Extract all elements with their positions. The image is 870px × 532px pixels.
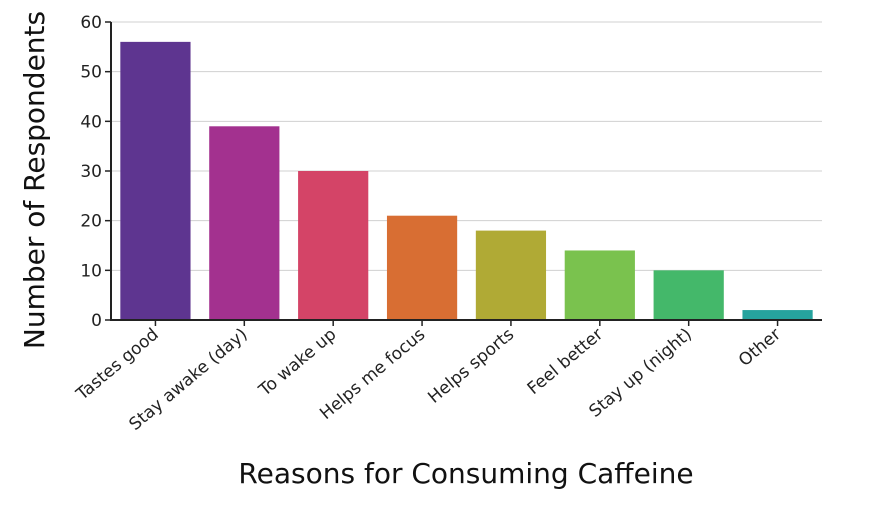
y-tick-label: 20 bbox=[80, 212, 102, 232]
y-tick-label: 50 bbox=[80, 63, 102, 83]
bar-stay-up-night bbox=[653, 270, 724, 320]
x-tick-label: Other bbox=[735, 325, 785, 371]
bar-helps-sports bbox=[475, 230, 547, 320]
y-tick-label: 60 bbox=[80, 13, 102, 33]
bar-tastes-good bbox=[120, 41, 191, 320]
y-axis-title: Number of Respondents bbox=[18, 11, 51, 349]
bar-to-wake-up bbox=[298, 171, 369, 320]
y-tick-label: 30 bbox=[80, 162, 102, 182]
bar-stay-awake-day bbox=[209, 126, 280, 320]
x-tick-label: Feel better bbox=[524, 325, 607, 399]
x-axis-title: Reasons for Consuming Caffeine bbox=[238, 457, 693, 490]
bar-feel-better bbox=[564, 250, 635, 320]
bars bbox=[120, 41, 813, 320]
y-tick-label: 10 bbox=[80, 261, 102, 281]
bar-other bbox=[742, 310, 813, 320]
y-tick-label: 0 bbox=[91, 311, 102, 331]
y-axis-ticks: 0 10 20 30 40 50 60 bbox=[80, 13, 111, 331]
bar-helps-me-focus bbox=[386, 215, 458, 320]
x-tick-label: To wake up bbox=[255, 325, 341, 402]
y-tick-label: 40 bbox=[80, 112, 102, 132]
x-tick-label: Helps sports bbox=[424, 324, 518, 407]
x-tick-label: Tastes good bbox=[72, 325, 163, 406]
